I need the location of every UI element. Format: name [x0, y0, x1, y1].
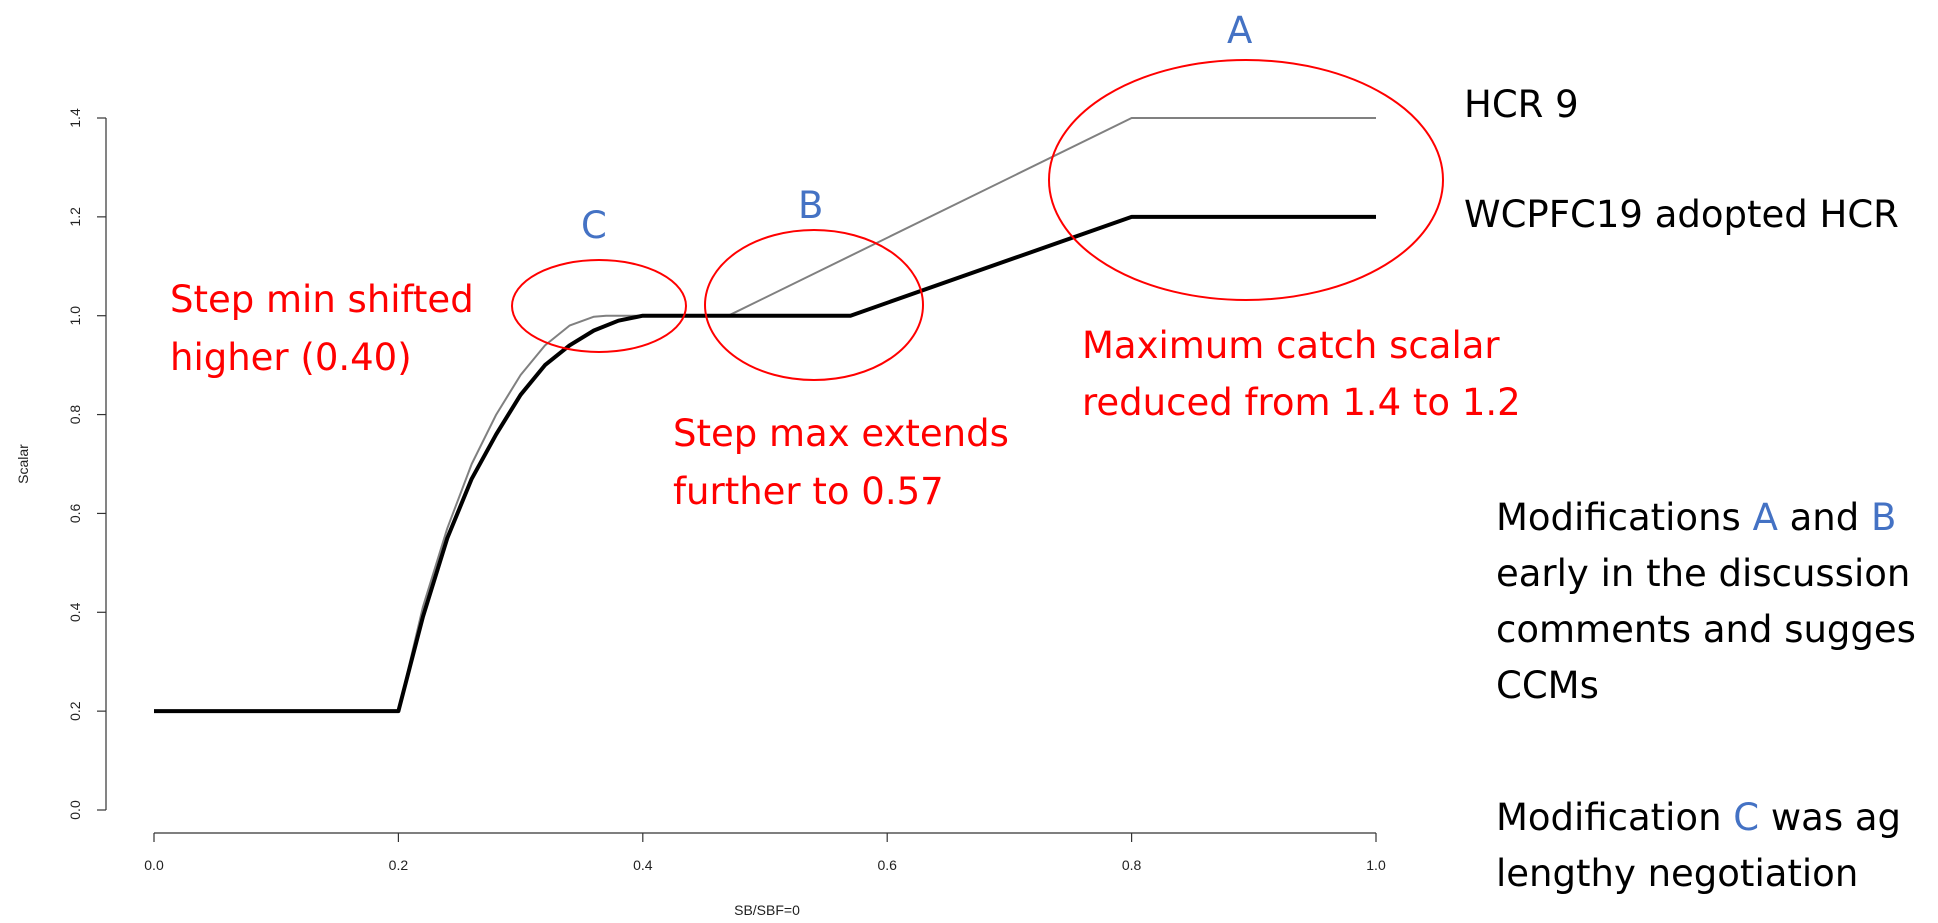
- max-catch-line1: Maximum catch scalar: [1082, 324, 1500, 367]
- legend-label-hcr9: HCR 9: [1464, 83, 1579, 126]
- y-tick-label: 1.0: [67, 306, 83, 326]
- note-modifications-ab: Modifications A and B: [1496, 496, 1896, 539]
- highlight-ellipses: [511, 59, 1444, 381]
- series-line-wcpfc19: [154, 214, 1376, 714]
- x-tick-label: 0.2: [389, 857, 409, 873]
- step-max-line1: Step max extends: [673, 412, 1009, 455]
- y-tick-label: 0.8: [67, 405, 83, 425]
- annotations: A B C HCR 9 WCPFC19 adopted HCR Step min shif…: [170, 9, 1916, 895]
- x-tick-label: 1.0: [1366, 857, 1386, 873]
- ellipse-c: [511, 259, 687, 353]
- y-tick-label: 0.6: [67, 503, 83, 523]
- x-tick-label: 0.0: [144, 857, 164, 873]
- note2-part: C: [1733, 796, 1759, 839]
- note1-line: comments and sugges: [1496, 608, 1916, 651]
- x-tick-label: 0.6: [877, 857, 897, 873]
- note1-part: and: [1778, 496, 1871, 539]
- note1-line: CCMs: [1496, 664, 1599, 707]
- label-b: B: [798, 184, 823, 227]
- max-catch-line2: reduced from 1.4 to 1.2: [1082, 381, 1521, 424]
- step-min-line2: higher (0.40): [170, 336, 412, 379]
- note1-part: A: [1753, 496, 1778, 539]
- step-max-line2: further to 0.57: [673, 470, 944, 513]
- y-tick-label: 1.2: [67, 207, 83, 227]
- y-tick-label: 0.0: [67, 800, 83, 820]
- legend-label-wcpfc19: WCPFC19 adopted HCR: [1464, 193, 1899, 236]
- y-tick-label: 0.4: [67, 602, 83, 622]
- axes: 0.0 0.2 0.4 0.6 0.8 1.0 SB/SBF=0 0.0 0.2 0.4 0.6 0.…: [15, 108, 1386, 918]
- y-tick-label: 1.4: [67, 108, 83, 128]
- ellipse-a: [1048, 59, 1444, 301]
- note2-line2: lengthy negotiation: [1496, 852, 1858, 895]
- series-lines: [154, 117, 1376, 714]
- x-tick-label: 0.4: [633, 857, 653, 873]
- label-a: A: [1227, 9, 1252, 52]
- x-tick-label: 0.8: [1122, 857, 1142, 873]
- ellipse-b: [704, 229, 924, 381]
- x-axis-label: SB/SBF=0: [734, 902, 800, 918]
- note1-part: Modifications: [1496, 496, 1753, 539]
- note1-line: early in the discussion: [1496, 552, 1910, 595]
- y-axis-label: Scalar: [15, 444, 31, 484]
- note-modification-c: Modification C was ag: [1496, 796, 1901, 839]
- step-min-line1: Step min shifted: [170, 278, 474, 321]
- note2-part: Modification: [1496, 796, 1733, 839]
- label-c: C: [581, 204, 607, 247]
- note1-part: B: [1871, 496, 1896, 539]
- note2-part: was ag: [1759, 796, 1901, 839]
- y-tick-label: 0.2: [67, 701, 83, 721]
